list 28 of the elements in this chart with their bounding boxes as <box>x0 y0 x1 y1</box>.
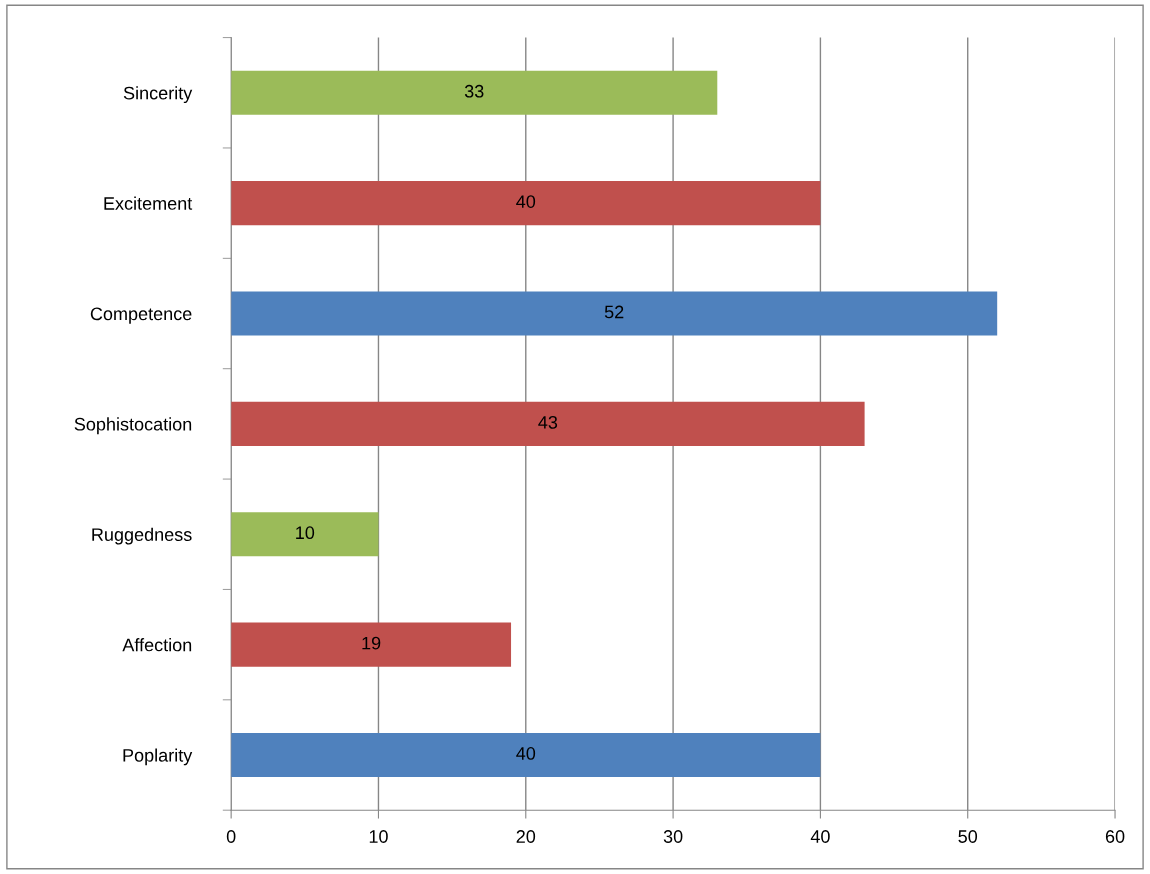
x-tick-label: 40 <box>810 830 830 843</box>
x-tick-label: 30 <box>663 830 683 843</box>
bar <box>231 401 865 446</box>
data-label: 40 <box>516 195 536 208</box>
y-tick-label: Competence <box>90 307 192 324</box>
bar <box>231 622 512 667</box>
bar <box>231 70 718 115</box>
y-tick-label: Poplarity <box>123 748 193 766</box>
y-tick-label: Affection <box>122 638 192 652</box>
x-tick-label: 50 <box>958 830 978 843</box>
data-label: 33 <box>464 84 484 98</box>
bar <box>231 732 821 778</box>
y-tick-label: Ruggedness <box>92 527 192 545</box>
bar <box>231 291 998 336</box>
data-label: 10 <box>296 526 315 540</box>
y-tick-label: Excitement <box>104 196 193 210</box>
bar <box>231 512 379 557</box>
x-tick-label: 10 <box>369 830 388 843</box>
x-tick-label: 60 <box>1105 830 1125 843</box>
y-tick-label: Sophistocation <box>74 417 192 435</box>
data-label: 43 <box>538 415 558 429</box>
x-tick-label: 0 <box>226 830 236 843</box>
data-label: 52 <box>604 305 624 319</box>
bar <box>231 181 821 226</box>
x-tick-label: 20 <box>516 830 536 843</box>
y-tick-label: Sincerity <box>123 86 193 104</box>
data-label: 19 <box>362 636 381 650</box>
data-label: 40 <box>516 747 536 760</box>
